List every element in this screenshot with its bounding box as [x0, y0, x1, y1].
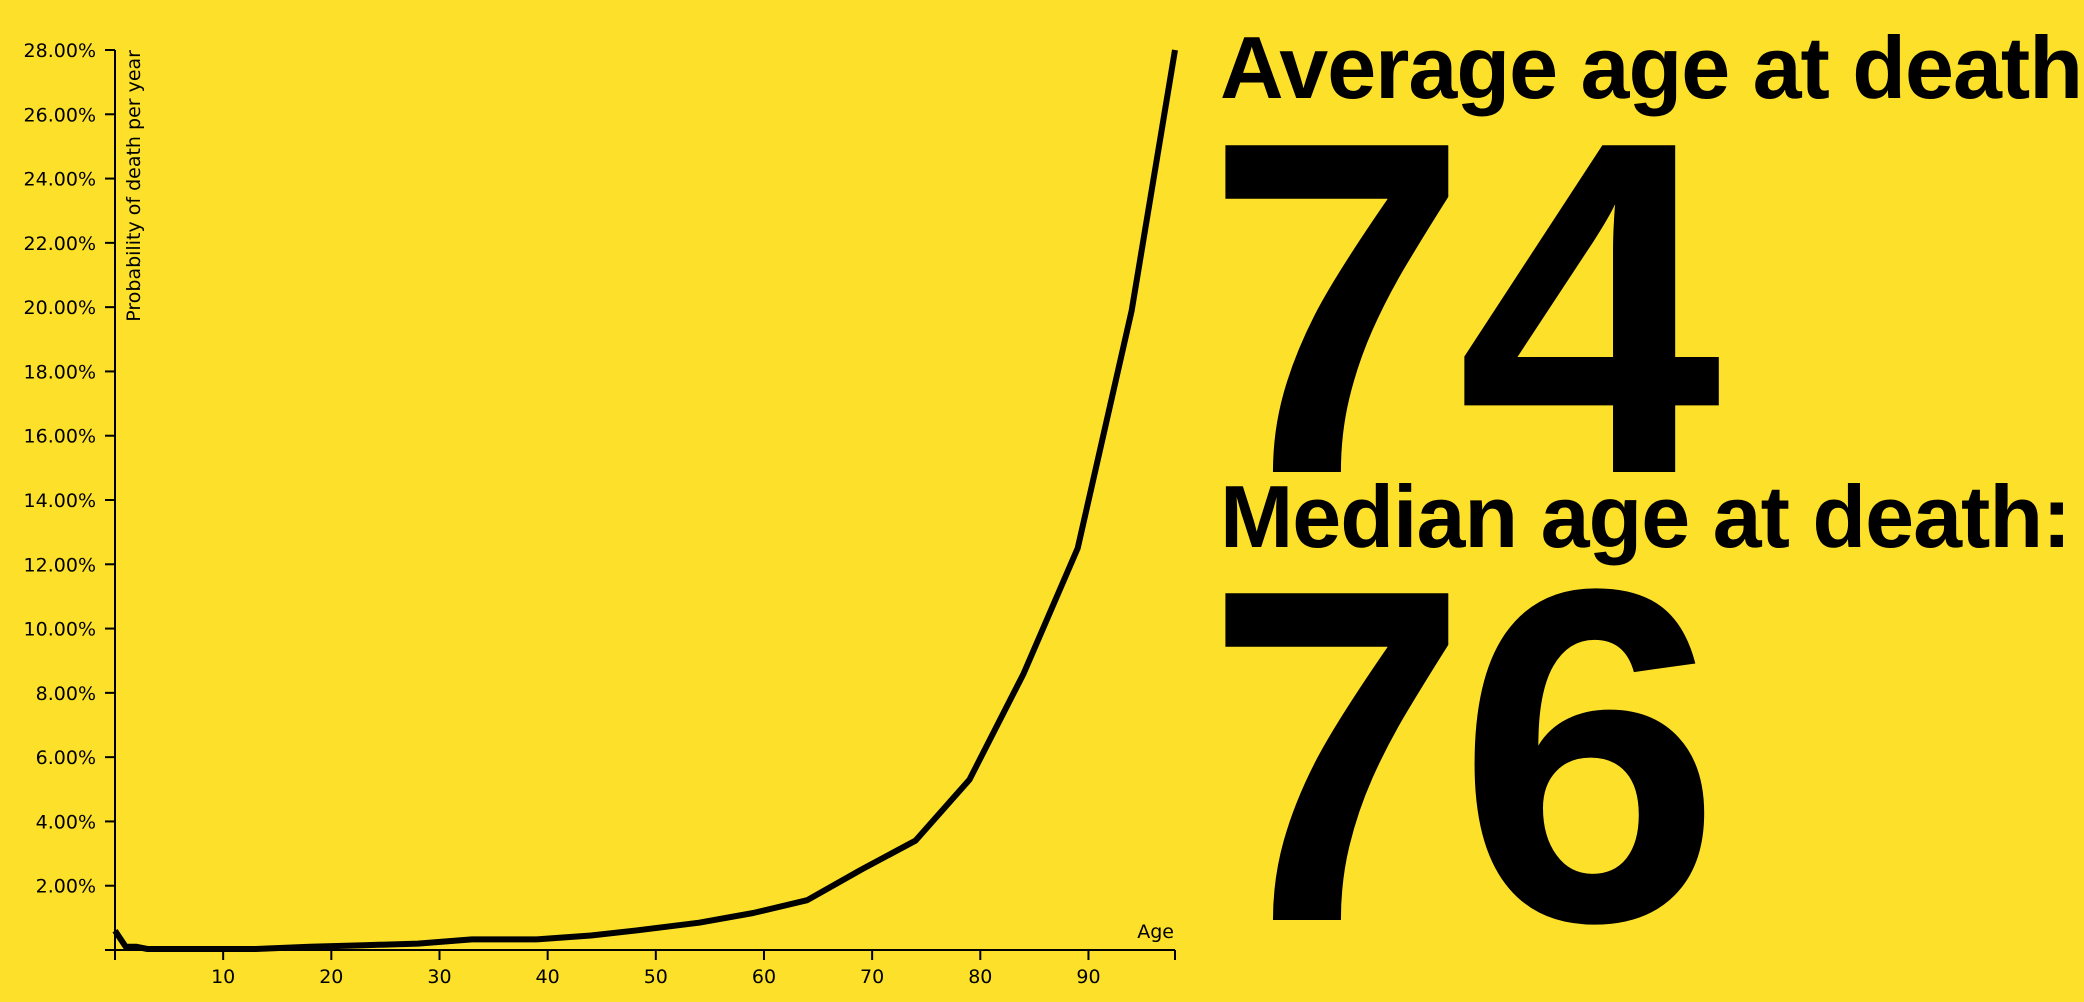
x-tick-label: 90: [1076, 966, 1100, 988]
y-tick-label: 12.00%: [24, 554, 96, 576]
x-tick-label: 60: [752, 966, 776, 988]
data-point: [699, 922, 700, 923]
x-tick-label: 50: [644, 966, 668, 988]
median-age-value: 76: [1205, 490, 1721, 1002]
x-tick-label: 80: [968, 966, 992, 988]
data-point: [147, 949, 148, 950]
data-point: [861, 869, 862, 870]
data-point: [807, 900, 808, 901]
data-point: [309, 946, 310, 947]
y-tick-label: 8.00%: [36, 683, 96, 705]
chart-axes: [105, 49, 1176, 960]
y-tick-label: 18.00%: [24, 361, 96, 383]
y-tick-label: 14.00%: [24, 490, 96, 512]
x-tick-label: 70: [860, 966, 884, 988]
y-tick-label: 4.00%: [36, 811, 96, 833]
data-point: [125, 946, 126, 947]
x-tick-label: 30: [427, 966, 451, 988]
x-tick-label: 40: [536, 966, 560, 988]
y-tick-label: 22.00%: [24, 233, 96, 255]
y-tick-label: 16.00%: [24, 426, 96, 448]
data-point: [115, 930, 116, 931]
y-tick-label: 10.00%: [24, 619, 96, 641]
data-point: [363, 945, 364, 946]
x-axis-ticks: 10 20 30 40 50 60 70 80 90: [211, 950, 1101, 988]
data-point: [1023, 673, 1024, 674]
data-point: [255, 949, 256, 950]
data-point: [969, 779, 970, 780]
y-tick-label: 20.00%: [24, 297, 96, 319]
data-point: [753, 913, 754, 914]
median-age-label: Median age at death:: [1220, 467, 2071, 566]
y-tick-label: 24.00%: [24, 169, 96, 191]
y-axis-ticks: 2.00% 4.00% 6.00% 8.00% 10.00% 12.00% 14.00% 16…: [24, 40, 115, 898]
mortality-chart: 2.00% 4.00% 6.00% 8.00% 10.00% 12.00% 14.00% 16…: [24, 40, 1178, 988]
data-point: [1131, 310, 1132, 311]
data-point: [169, 949, 170, 950]
data-point: [471, 939, 472, 940]
x-tick-label: 20: [319, 966, 343, 988]
average-age-label: Average age at death:: [1220, 18, 2084, 117]
y-tick-label: 28.00%: [24, 40, 96, 62]
x-tick-label: 10: [211, 966, 235, 988]
y-tick-label: 2.00%: [36, 876, 96, 898]
series-line-death-probability: [112, 49, 1178, 952]
data-point: [417, 943, 418, 944]
data-point: [526, 939, 527, 940]
data-point: [1077, 548, 1078, 549]
data-point: [590, 935, 591, 936]
average-age-value: 74: [1205, 42, 1721, 573]
data-point: [634, 930, 635, 931]
data-point: [223, 949, 224, 950]
data-point: [536, 939, 537, 940]
y-axis-label: Probability of death per year: [123, 50, 145, 322]
x-axis-label: Age: [1137, 921, 1174, 943]
chart-series: [112, 49, 1178, 952]
data-point: [136, 946, 137, 947]
y-tick-label: 26.00%: [24, 104, 96, 126]
y-tick-label: 6.00%: [36, 747, 96, 769]
data-point: [1175, 50, 1176, 51]
data-point: [915, 840, 916, 841]
